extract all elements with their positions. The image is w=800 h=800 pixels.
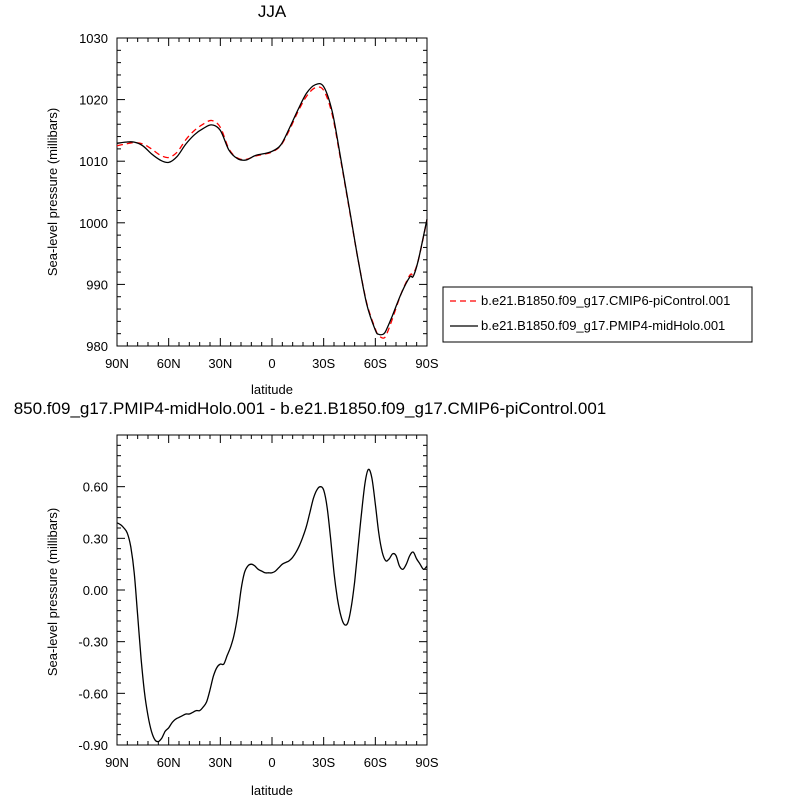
- bottom-x-axis-label: latitude: [251, 783, 293, 798]
- top-x-tick-label: 60S: [364, 356, 387, 371]
- bottom-x-tick-label: 0: [268, 755, 275, 770]
- top-x-tick-label: 60N: [157, 356, 181, 371]
- bottom-y-tick-label: -0.30: [78, 635, 108, 650]
- top-x-tick-labels: 90N 60N 30N 0 30S 60S 90S: [105, 356, 439, 371]
- top-x-tick-label: 0: [268, 356, 275, 371]
- bottom-chart-title: 850.f09_g17.PMIP4-midHolo.001 - b.e21.B1…: [14, 399, 607, 418]
- bottom-y-tick-labels: -0.90 -0.60 -0.30 0.00 0.30 0.60: [78, 480, 108, 753]
- top-series-line-0: [116, 86, 428, 339]
- bottom-series-lines: [116, 468, 428, 743]
- top-series-lines: [116, 82, 428, 339]
- top-x-tick-label: 90S: [415, 356, 438, 371]
- legend-box: [442, 286, 753, 343]
- bottom-y-tick-label: 0.30: [83, 531, 108, 546]
- top-y-axis-label: Sea-level pressure (millibars): [45, 108, 60, 276]
- top-plot-frame: [116, 37, 428, 347]
- bottom-x-tick-label: 60S: [364, 755, 387, 770]
- bottom-x-tick-label: 90N: [105, 755, 129, 770]
- top-y-tick-label: 1010: [79, 154, 108, 169]
- bottom-x-tick-labels: 90N 60N 30N 0 30S 60S 90S: [105, 755, 439, 770]
- top-panel-sea-level-pressure: JJA 90N 60N 30N 0 30S 60S 90S 980 990 1000 1010 10…: [45, 2, 753, 397]
- legend-label-midholo: b.e21.B1850.f09_g17.PMIP4-midHolo.001: [481, 318, 725, 333]
- bottom-y-tick-label: 0.00: [83, 583, 108, 598]
- bottom-y-tick-label: -0.60: [78, 686, 108, 701]
- top-x-axis-label: latitude: [251, 382, 293, 397]
- top-axis-ticks: [116, 37, 428, 347]
- top-x-tick-label: 30S: [312, 356, 335, 371]
- legend-label-picontrol: b.e21.B1850.f09_g17.CMIP6-piControl.001: [481, 293, 730, 308]
- bottom-y-tick-label: 0.60: [83, 480, 108, 495]
- bottom-plot-frame: [116, 434, 428, 746]
- top-y-tick-label: 990: [86, 277, 108, 292]
- legend: b.e21.B1850.f09_g17.CMIP6-piControl.001 …: [442, 286, 753, 343]
- top-y-tick-label: 1020: [79, 93, 108, 108]
- top-y-tick-label: 1000: [79, 216, 108, 231]
- bottom-axis-ticks: [116, 435, 428, 746]
- top-y-tick-label: 1030: [79, 31, 108, 46]
- bottom-y-tick-label: -0.90: [78, 738, 108, 753]
- bottom-x-tick-label: 90S: [415, 755, 438, 770]
- bottom-x-tick-label: 30S: [312, 755, 335, 770]
- bottom-panel-pressure-difference: 850.f09_g17.PMIP4-midHolo.001 - b.e21.B1…: [14, 399, 607, 798]
- top-series-line-1: [116, 82, 428, 336]
- bottom-series-line-0: [116, 468, 428, 743]
- bottom-x-tick-label: 60N: [157, 755, 181, 770]
- top-x-tick-label: 90N: [105, 356, 129, 371]
- top-x-tick-label: 30N: [208, 356, 232, 371]
- bottom-y-axis-label: Sea-level pressure (millibars): [45, 508, 60, 676]
- bottom-x-tick-label: 30N: [208, 755, 232, 770]
- top-y-tick-labels: 980 990 1000 1010 1020 1030: [79, 31, 108, 354]
- top-y-tick-label: 980: [86, 339, 108, 354]
- top-chart-title: JJA: [258, 2, 287, 21]
